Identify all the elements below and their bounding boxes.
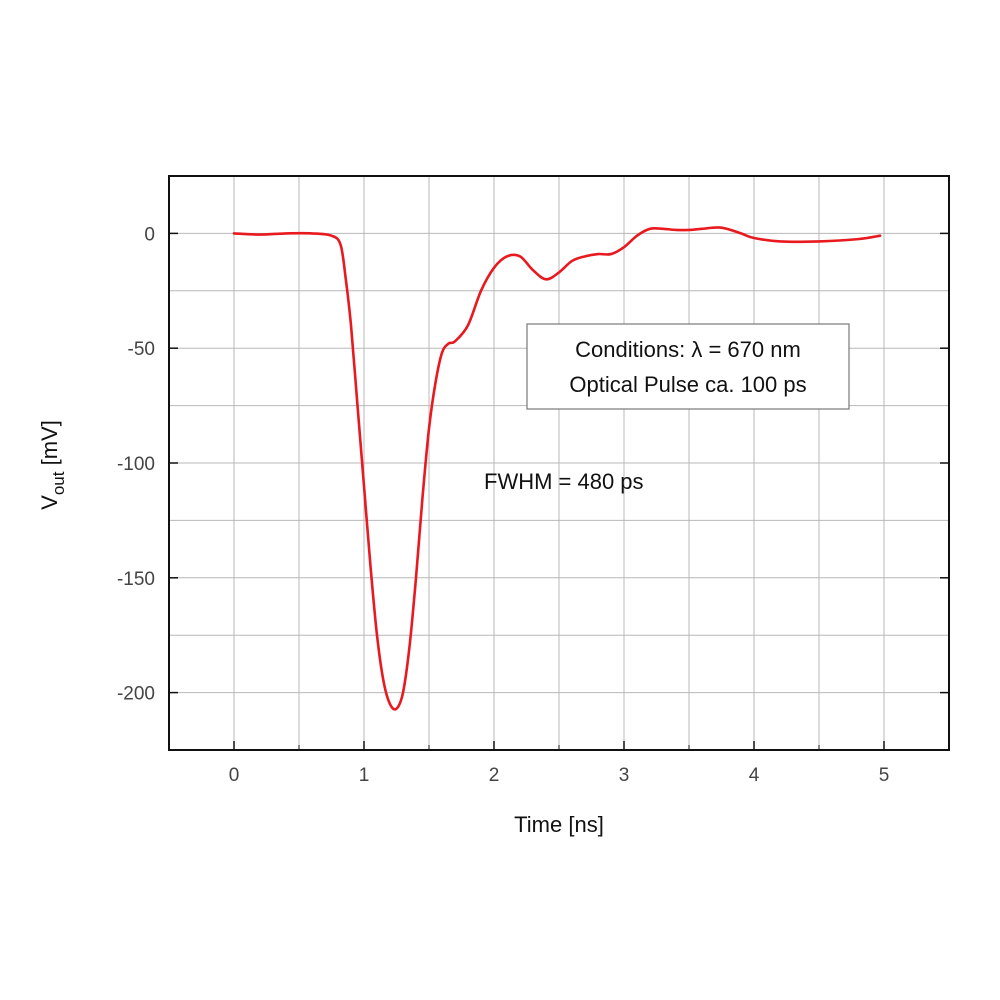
x-tick-label: 4 <box>749 765 760 786</box>
voltage-series-line <box>232 226 882 711</box>
optical-pulse-text: Optical Pulse ca. 100 ps <box>569 372 806 397</box>
x-tick-label: 1 <box>359 765 370 786</box>
conditions-text: Conditions: λ = 670 nm <box>575 337 801 362</box>
x-tick-label: 0 <box>229 765 240 786</box>
fwhm-annotation: FWHM = 480 ps <box>484 469 644 494</box>
y-axis-title: Vout [mV] <box>37 420 68 510</box>
y-tick-label: -200 <box>117 684 155 705</box>
svg-text:Vout [mV]: Vout [mV] <box>37 420 68 510</box>
grid <box>169 176 949 750</box>
x-tick-label: 3 <box>619 765 630 786</box>
y-tick-label: -100 <box>117 454 155 475</box>
axis-ticks <box>168 232 950 750</box>
y-axis-title-unit: [mV] <box>37 420 62 465</box>
conditions-box-frame <box>526 323 850 410</box>
x-tick-label: 2 <box>489 765 500 786</box>
y-axis-title-main: V <box>37 495 62 510</box>
y-tick-label: -50 <box>128 339 155 360</box>
y-tick-label: 0 <box>144 224 155 245</box>
y-axis-title-subscript: out <box>49 471 68 495</box>
x-axis-title: Time [ns] <box>514 812 604 837</box>
x-tick-label: 5 <box>879 765 890 786</box>
conditions-box: Conditions: λ = 670 nm Optical Pulse ca.… <box>526 323 850 410</box>
y-tick-label: -150 <box>117 569 155 590</box>
tick-labels: 0 1 2 3 4 5 0 -50 -100 -150 -200 <box>117 224 889 786</box>
